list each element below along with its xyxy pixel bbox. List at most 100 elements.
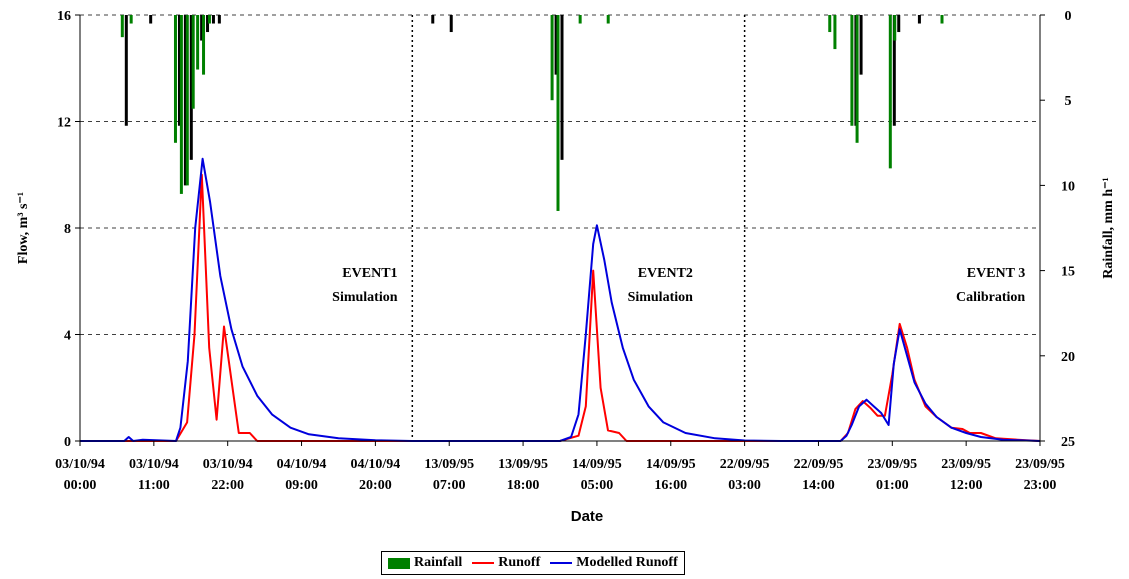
event-annotation-1-line-2: Simulation [332, 290, 398, 305]
rainfall-bar-dark-0 [124, 15, 128, 126]
x-tick-label-date-3: 04/10/94 [277, 457, 327, 472]
y2-tick-label-20: 20 [1061, 350, 1075, 365]
rainfall-bar-6 [191, 15, 195, 109]
series-line-runoff [80, 173, 1041, 442]
x-tick-label-time-4: 20:00 [359, 478, 392, 493]
legend-item-modelled: Modelled Runoff [550, 555, 678, 571]
rainfall-bar-dark-20 [859, 15, 863, 75]
y2-tick-label-0: 0 [1065, 9, 1072, 24]
grid-lines [80, 14, 1040, 335]
axes [75, 14, 1045, 446]
runoff-swatch [472, 562, 495, 564]
x-tick-label-time-5: 07:00 [433, 478, 466, 493]
y-axis-title: Flow, m³ s⁻¹ [16, 192, 31, 264]
x-tick-label-time-6: 18:00 [507, 478, 540, 493]
rainfall-bar-4 [179, 15, 183, 194]
x-tick-label-date-2: 03/10/94 [203, 457, 253, 472]
rainfall-bar-dark-9 [211, 15, 215, 24]
x-tick-label-date-1: 03/10/94 [129, 457, 179, 472]
x-tick-label-date-13: 23/09/95 [1015, 457, 1065, 472]
x-tick-label-date-11: 23/09/95 [867, 457, 917, 472]
y-tick-label-4: 4 [64, 329, 71, 344]
x-tick-label-time-1: 11:00 [138, 478, 170, 493]
rainfall-swatch [388, 557, 410, 569]
tick-labels: 0 4 8 12 16 0 5 10 15 20 25 03/10/94 00:00 03/10/94 11… [55, 9, 1075, 493]
rainfall-bar-19 [850, 15, 854, 126]
rainfall-bar-0 [120, 15, 124, 38]
rainfall-bar-5 [185, 15, 189, 186]
rainfall-bar-20 [855, 15, 859, 143]
rainfall-bar-21 [888, 15, 892, 169]
rainfall-bar-17 [828, 15, 832, 33]
rainfall-bar-dark-22 [897, 15, 901, 33]
rainfall-bar-24 [940, 15, 944, 24]
x-tick-label-date-7: 14/09/95 [572, 457, 622, 472]
x-tick-label-time-2: 22:00 [211, 478, 244, 493]
rainfall-bar-dark-14 [560, 15, 564, 160]
legend-label-rainfall: Rainfall [414, 555, 463, 570]
rainfall-bar-dark-2 [149, 15, 153, 24]
runoff-lines [80, 157, 1041, 442]
rainfall-bar-1 [129, 15, 133, 24]
x-tick-label-date-6: 13/09/95 [498, 457, 548, 472]
x-tick-label-date-10: 22/09/95 [794, 457, 844, 472]
x-tick-label-date-4: 04/10/94 [350, 457, 400, 472]
rainfall-bar-13 [550, 15, 554, 101]
x-tick-label-time-11: 01:00 [876, 478, 909, 493]
x-tick-label-time-9: 03:00 [728, 478, 761, 493]
rainfall-bar-dark-12 [449, 15, 453, 33]
rainfall-bar-dark-21 [892, 15, 896, 126]
x-tick-label-date-12: 23/09/95 [941, 457, 991, 472]
rainfall-bar-16 [606, 15, 610, 24]
rainfall-bar-9 [207, 15, 211, 24]
modelled-swatch [550, 562, 573, 564]
event-annotation-2-line-2: Simulation [628, 290, 694, 305]
x-tick-label-date-8: 14/09/95 [646, 457, 696, 472]
rainfall-bar-18 [833, 15, 837, 50]
rainfall-bar-7 [196, 15, 200, 70]
rainfall-bar-8 [202, 15, 206, 75]
y2-tick-label-10: 10 [1061, 179, 1075, 194]
rainfall-bar-dark-8 [206, 15, 210, 33]
rainfall-bar-14 [556, 15, 560, 211]
y-tick-label-0: 0 [64, 435, 71, 450]
x-tick-label-date-9: 22/09/95 [720, 457, 770, 472]
rainfall-bar-dark-4 [183, 15, 187, 186]
x-tick-label-time-10: 14:00 [802, 478, 835, 493]
legend-label-modelled: Modelled Runoff [576, 555, 678, 570]
y2-axis-title: Rainfall, mm h⁻¹ [1101, 177, 1116, 278]
rainfall-bar-3 [173, 15, 177, 143]
rainfall-bar-dark-3 [177, 15, 181, 126]
x-tick-label-time-3: 09:00 [285, 478, 318, 493]
x-tick-label-date-0: 03/10/94 [55, 457, 105, 472]
y2-tick-label-25: 25 [1061, 435, 1075, 450]
x-axis-title: Date [571, 508, 604, 525]
x-tick-label-time-0: 00:00 [64, 478, 97, 493]
event-annotation-3-line-2: Calibration [956, 290, 1025, 305]
y2-tick-label-15: 15 [1061, 265, 1075, 280]
rainfall-bar-dark-7 [200, 15, 204, 41]
rainfall-bar-dark-10 [217, 15, 221, 24]
legend-item-runoff: Runoff [472, 555, 540, 571]
event-annotation-2-line-1: EVENT2 [638, 266, 693, 281]
y-tick-label-16: 16 [57, 9, 71, 24]
rainfall-bar-dark-5 [189, 15, 193, 160]
rainfall-bar-dark-23 [917, 15, 921, 24]
rainfall-bar-dark-11 [431, 15, 435, 24]
x-tick-label-time-13: 23:00 [1024, 478, 1057, 493]
chart-legend: Rainfall Runoff Modelled Runoff [381, 551, 685, 575]
rainfall-bar-dark-13 [554, 15, 558, 75]
event-annotations: EVENT1 Simulation EVENT2 Simulation EVENT 3 C… [332, 266, 1025, 305]
x-tick-label-date-5: 13/09/95 [424, 457, 474, 472]
rainfall-bar-22 [893, 15, 897, 41]
y-tick-label-8: 8 [64, 222, 71, 237]
series-line-modelled-runoff [80, 157, 1041, 442]
rainfall-bar-15 [578, 15, 582, 24]
x-tick-label-time-12: 12:00 [950, 478, 983, 493]
rainfall-bars [120, 15, 944, 211]
x-tick-label-time-8: 16:00 [654, 478, 687, 493]
event-annotation-1-line-1: EVENT1 [342, 266, 397, 281]
event-separators [411, 15, 746, 441]
x-tick-label-time-7: 05:00 [581, 478, 614, 493]
